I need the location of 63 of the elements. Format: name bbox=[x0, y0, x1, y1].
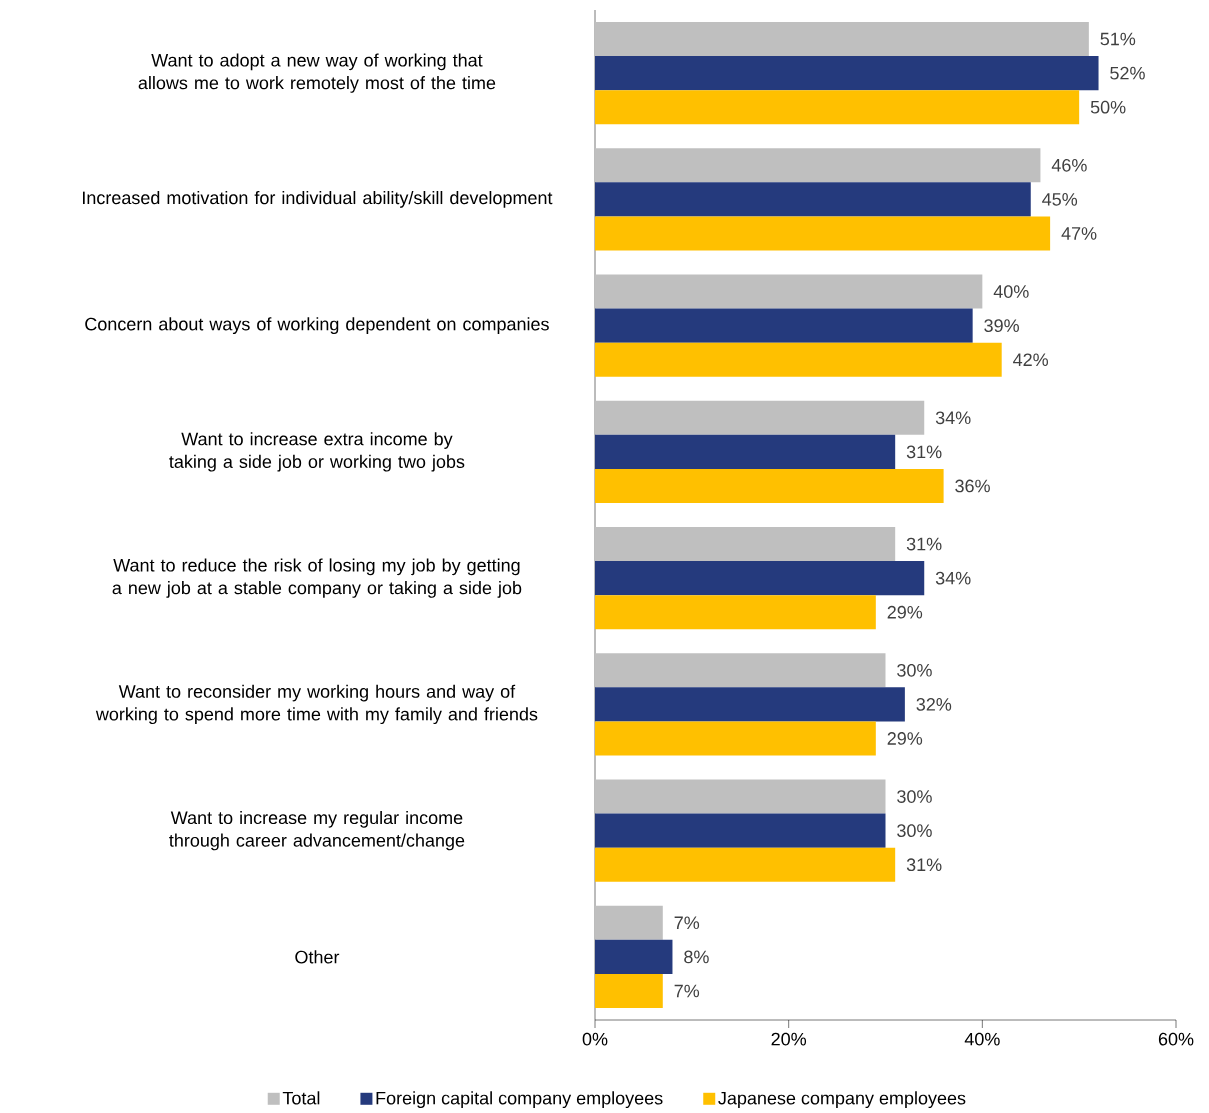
bar bbox=[595, 653, 886, 688]
data-label: 51% bbox=[1100, 32, 1136, 46]
data-label: 30% bbox=[897, 824, 932, 837]
bar bbox=[595, 182, 1031, 217]
data-label: 42% bbox=[1013, 353, 1049, 367]
bar bbox=[595, 721, 876, 756]
bar bbox=[595, 779, 886, 814]
data-label: 36% bbox=[955, 479, 990, 493]
bar bbox=[595, 56, 1099, 91]
data-label: 29% bbox=[887, 732, 923, 745]
data-label: 34% bbox=[935, 571, 971, 585]
data-label: 39% bbox=[984, 319, 1019, 332]
legend-label: Japanese company employees bbox=[718, 1091, 966, 1109]
data-label: 30% bbox=[897, 663, 932, 677]
data-label: 29% bbox=[887, 605, 923, 619]
data-label: 31% bbox=[906, 858, 942, 872]
bar bbox=[595, 527, 896, 562]
y-tick-label: Want to increase extra income by taking a side job or working two jobs bbox=[169, 432, 465, 472]
bar bbox=[595, 595, 876, 630]
bar bbox=[595, 434, 896, 469]
data-label: 45% bbox=[1042, 193, 1078, 206]
data-label: 31% bbox=[906, 537, 942, 551]
data-label: 7% bbox=[674, 916, 700, 930]
data-label: 52% bbox=[1110, 66, 1145, 80]
y-tick-label: Want to reconsider my working hours and way of working to spend more time with my family and friends bbox=[95, 684, 538, 725]
bar bbox=[595, 905, 663, 940]
y-tick-label: Other bbox=[295, 950, 340, 964]
data-label: 8% bbox=[684, 950, 709, 964]
bar bbox=[595, 468, 944, 504]
data-label: 32% bbox=[916, 698, 952, 711]
bar bbox=[595, 687, 905, 722]
bar bbox=[595, 973, 663, 1009]
legend-label: Total bbox=[282, 1091, 320, 1105]
bar bbox=[595, 847, 896, 882]
data-label: 46% bbox=[1051, 158, 1087, 172]
bar bbox=[595, 813, 886, 848]
data-label: 40% bbox=[993, 285, 1029, 298]
bar bbox=[595, 561, 925, 596]
bar bbox=[595, 148, 1041, 183]
data-label: 47% bbox=[1061, 227, 1097, 240]
data-label: 30% bbox=[897, 790, 932, 803]
bar bbox=[595, 22, 1089, 57]
bar bbox=[595, 308, 973, 343]
bar bbox=[595, 342, 1002, 377]
y-tick-label: Want to adopt a new way of working that allows me to work remotely most of the time bbox=[138, 53, 496, 93]
y-tick-label: Want to reduce the risk of losing my job by getting a new job at a stable company or taking a side job bbox=[112, 558, 522, 598]
data-label: 34% bbox=[935, 411, 971, 425]
x-tick-label: 20% bbox=[771, 1032, 807, 1046]
data-label: 7% bbox=[674, 984, 700, 998]
bar bbox=[595, 939, 673, 974]
bar bbox=[595, 90, 1080, 125]
y-tick-label: Want to increase my regular income through career advancement/change bbox=[169, 810, 465, 851]
legend-label: Foreign capital company employees bbox=[376, 1091, 663, 1109]
y-tick-label: Concern about ways of working dependent on companies bbox=[85, 317, 549, 335]
data-label: 31% bbox=[906, 445, 942, 459]
data-label: 50% bbox=[1090, 100, 1126, 114]
y-tick-label: Increased motivation for individual ability/skill development bbox=[82, 190, 553, 208]
bar bbox=[595, 216, 1051, 251]
bar bbox=[595, 274, 983, 309]
bar bbox=[595, 400, 925, 435]
x-tick-label: 0% bbox=[582, 1032, 608, 1046]
x-tick-label: 40% bbox=[964, 1032, 1000, 1046]
x-tick-label: 60% bbox=[1158, 1032, 1194, 1046]
